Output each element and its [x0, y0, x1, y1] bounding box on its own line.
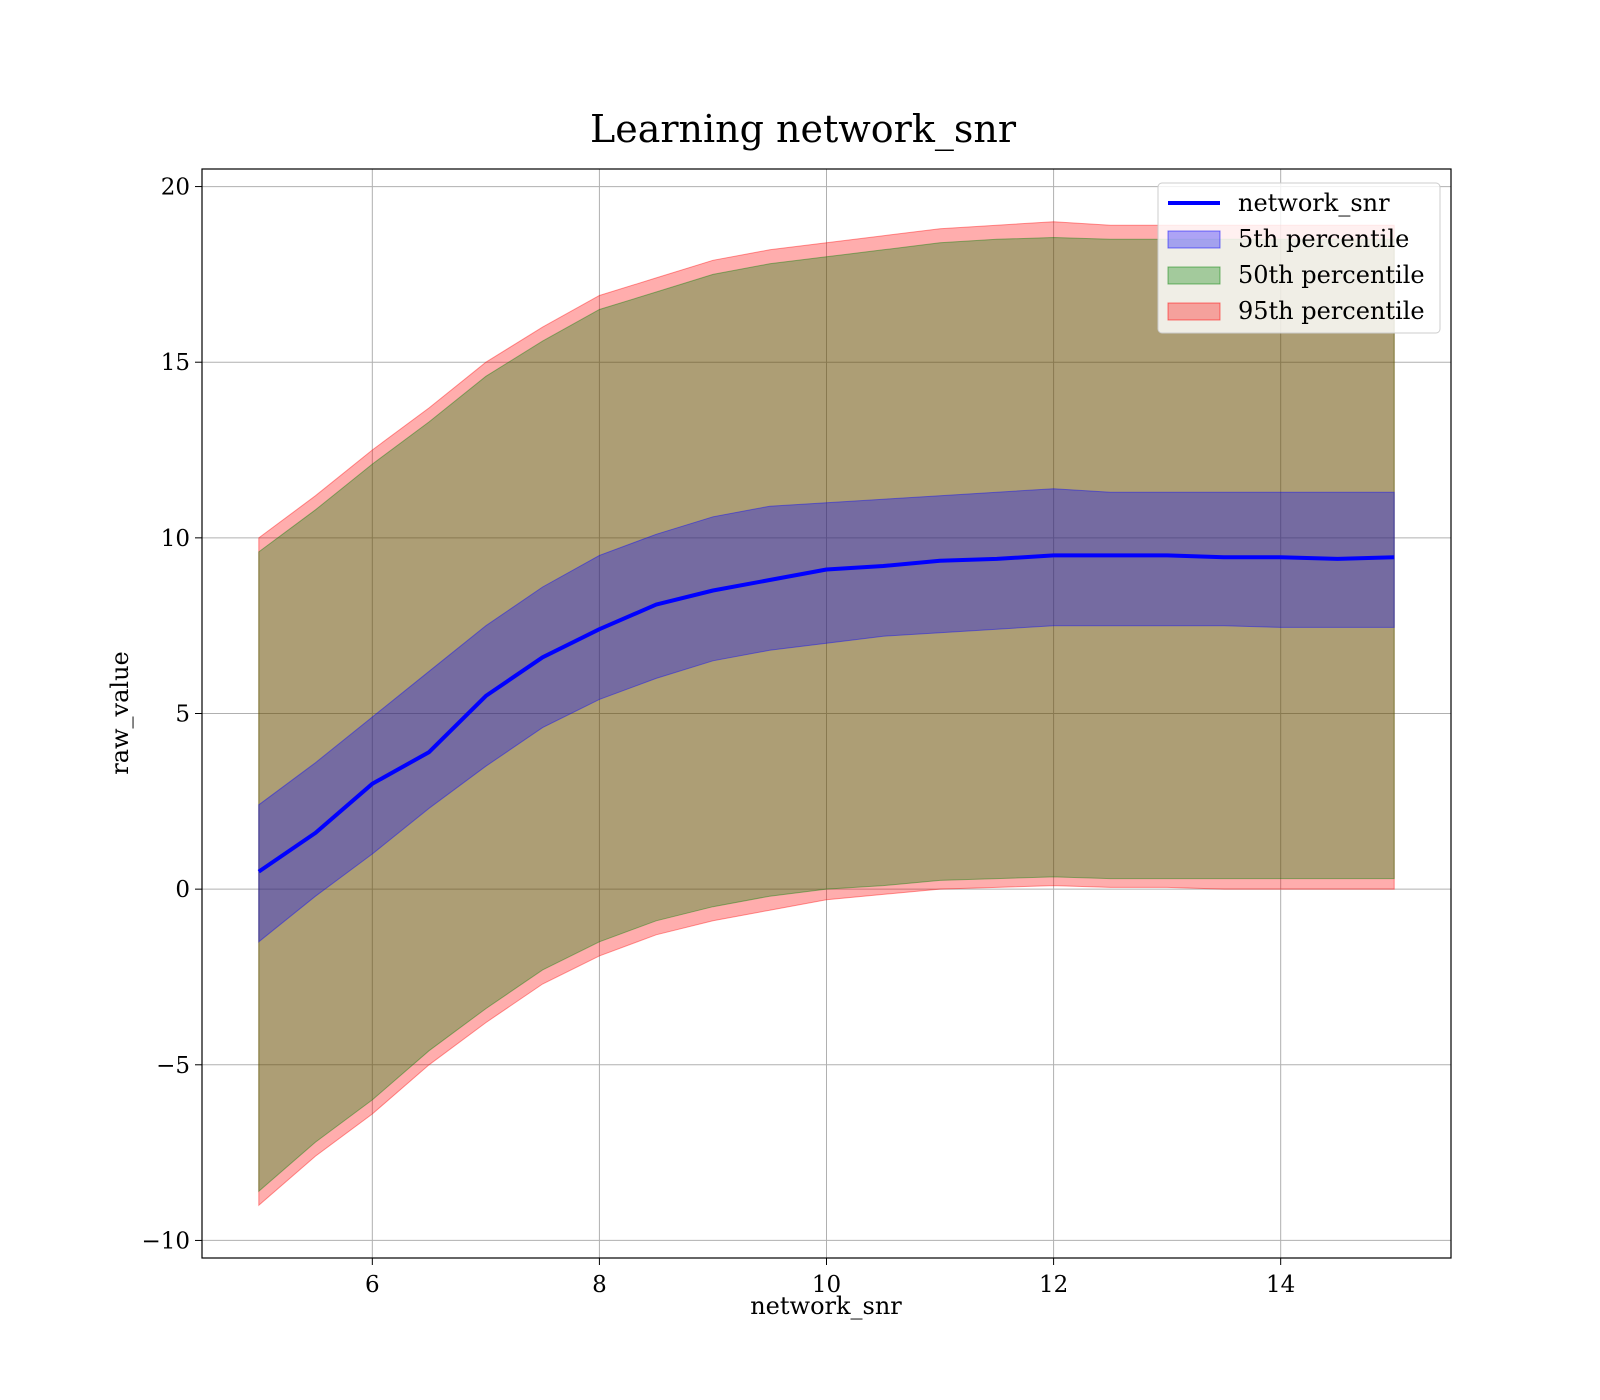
x-tick-label-4: 14 [1266, 1272, 1295, 1298]
legend-swatch-95th-percentile [1167, 302, 1221, 321]
legend-label-network_snr: network_snr [1238, 189, 1390, 217]
legend-swatch-5th-percentile [1167, 230, 1221, 249]
legend: network_snr 5th percentile 50th percentile… [1157, 182, 1441, 334]
legend-label-95th-percentile: 95th percentile [1238, 297, 1425, 325]
x-tick-label-0: 6 [365, 1272, 380, 1298]
y-tick-label-6: 20 [161, 175, 190, 201]
y-tick-label-3: 5 [175, 702, 190, 728]
legend-swatch-50th-percentile [1167, 266, 1221, 285]
x-tick-label-1: 8 [592, 1272, 607, 1298]
x-tick-label-3: 12 [1039, 1272, 1068, 1298]
percentile-bands [258, 221, 1395, 1207]
legend-box [1157, 182, 1441, 334]
series-line-layer [257, 553, 1395, 874]
band-50th-percentile [258, 236, 1395, 1193]
chart-title: Learning network_snr [590, 107, 1017, 152]
x-tick-label-2: 10 [812, 1272, 841, 1298]
y-axis-label: raw_value [106, 651, 134, 775]
y-tick-label-1: −5 [156, 1053, 190, 1079]
legend-label-5th-percentile: 5th percentile [1238, 225, 1409, 253]
y-tick-label-0: −10 [141, 1228, 190, 1254]
band-5th-percentile [258, 488, 1395, 943]
grid [202, 169, 1451, 1258]
y-tick-label-4: 10 [161, 526, 190, 552]
band-95th-percentile [258, 221, 1395, 1207]
axis-ticks: 6 8 10 12 14 −10 −5 0 5 10 15 20 [141, 175, 1295, 1298]
series-line-network_snr [257, 553, 1395, 874]
legend-label-50th-percentile: 50th percentile [1238, 261, 1425, 289]
y-tick-label-2: 0 [175, 877, 190, 903]
y-tick-label-5: 15 [161, 350, 190, 376]
x-axis-label: network_snr [750, 1292, 902, 1320]
